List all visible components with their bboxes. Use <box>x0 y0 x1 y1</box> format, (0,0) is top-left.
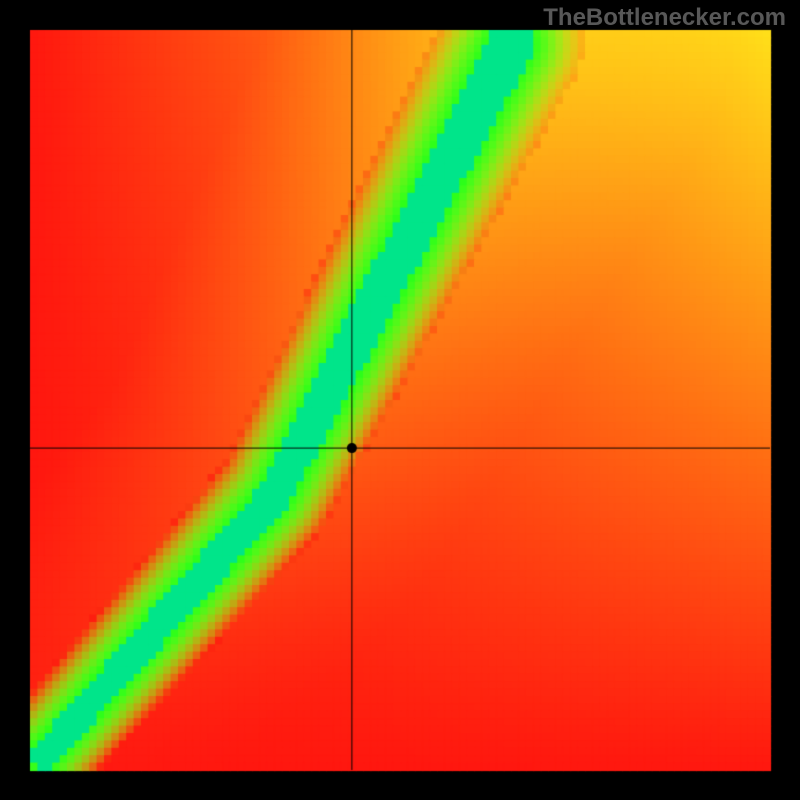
chart-container: TheBottlenecker.com <box>0 0 800 800</box>
watermark-text: TheBottlenecker.com <box>543 4 786 32</box>
heatmap-canvas <box>0 0 800 800</box>
